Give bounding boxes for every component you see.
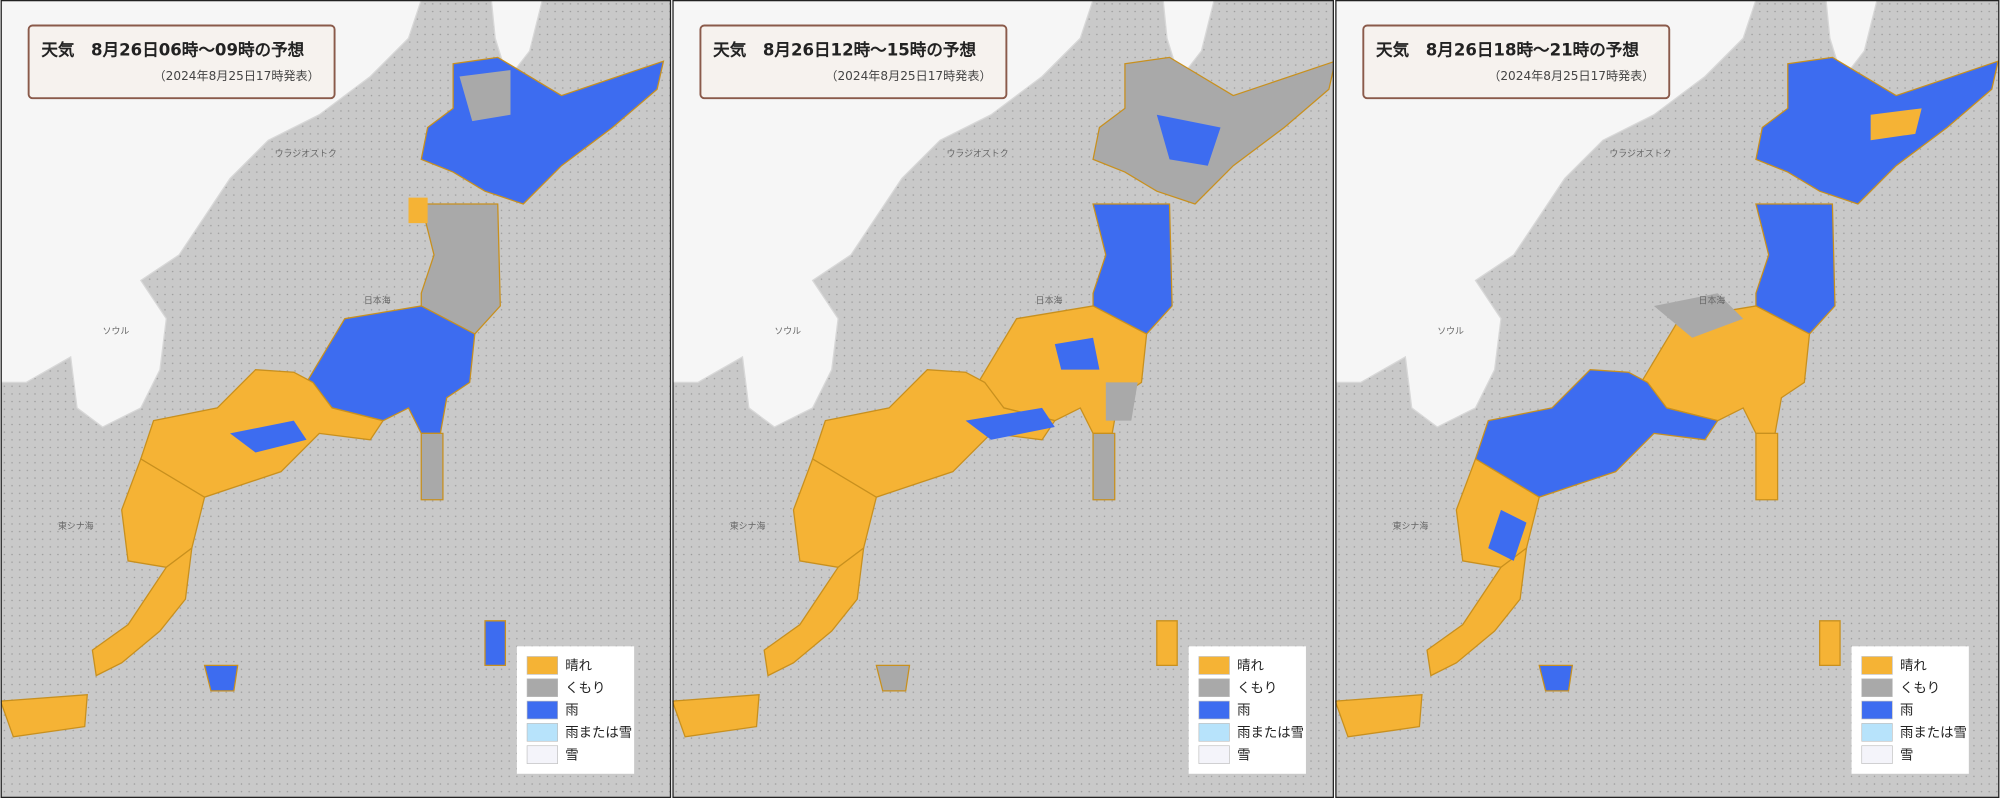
forecast-area [203, 664, 239, 692]
forecast-patch [1105, 382, 1138, 421]
panel-subtitle: （2024年8月25日17時発表） [825, 69, 991, 83]
forecast-area [420, 432, 444, 501]
place-label: 東シナ海 [730, 520, 766, 532]
forecast-area [91, 546, 193, 677]
legend-label: くもり [1237, 680, 1277, 696]
legend-label: 雪 [1900, 747, 1913, 763]
place-label: 東シナ海 [58, 520, 94, 532]
legend-swatch [1198, 745, 1230, 764]
place-label: 日本海 [1036, 294, 1063, 306]
title-box [699, 24, 1008, 100]
panel-subtitle: （2024年8月25日17時発表） [154, 69, 320, 83]
place-label: ソウル [774, 326, 801, 337]
panel-title: 天気 8月26日06時～09時の予想 [41, 39, 304, 59]
legend-label: 雨または雪 [1900, 725, 1967, 741]
forecast-area [1755, 432, 1779, 501]
legend-swatch [526, 678, 558, 697]
legend-label: 晴れ [565, 658, 592, 674]
forecast-patch [1156, 114, 1221, 166]
legend-swatch [1861, 678, 1893, 697]
forecast-patch [1488, 509, 1527, 561]
forecast-area [1156, 620, 1178, 667]
legend-label: 雪 [1237, 747, 1250, 763]
continent [1335, 0, 1757, 428]
panel-frame [672, 0, 1334, 798]
place-label: ソウル [1437, 326, 1464, 337]
forecast-area [1335, 694, 1423, 738]
legend-swatch [1198, 678, 1230, 697]
forecast-patch [1054, 337, 1100, 370]
place-label: 日本海 [364, 294, 391, 306]
legend-swatch [1861, 656, 1893, 675]
legend-label: 雨または雪 [1237, 725, 1304, 741]
forecast-area [1819, 620, 1841, 667]
legend-swatch [1198, 723, 1230, 742]
legend-label: くもり [1900, 680, 1940, 696]
legend-label: くもり [565, 680, 605, 696]
legend-swatch [1861, 700, 1893, 720]
panel-subtitle: （2024年8月25日17時発表） [1488, 69, 1654, 83]
place-label: 日本海 [1699, 294, 1726, 306]
sakhalin [1162, 0, 1215, 81]
forecast-area [763, 546, 865, 677]
panel-title: 天気 8月26日18時～21時の予想 [1376, 39, 1639, 59]
legend-label: 雨 [1900, 704, 1913, 719]
forecast-area [484, 620, 507, 667]
legend-swatch [1198, 700, 1230, 720]
forecast-area [1092, 432, 1116, 501]
legend-label: 雨 [565, 704, 578, 719]
legend-swatch [526, 656, 558, 675]
title-box [27, 24, 336, 100]
legend-label: 雨または雪 [565, 725, 632, 741]
forecast-patch [1653, 293, 1744, 338]
forecast-area [0, 694, 88, 738]
place-label: ウラジオストク [946, 149, 1008, 160]
place-label: ウラジオストク [1609, 149, 1671, 160]
place-label: 東シナ海 [1393, 520, 1429, 532]
place-label: ソウル [103, 326, 130, 337]
forecast-patch [459, 70, 511, 122]
legend-label: 雪 [565, 747, 578, 763]
forecast-area [875, 664, 911, 692]
legend-swatch [526, 700, 558, 720]
legend-swatch [526, 723, 558, 742]
forecast-patch [965, 407, 1055, 440]
forecast-patch [408, 197, 428, 224]
legend-label: 晴れ [1237, 658, 1264, 674]
legend-swatch [1861, 745, 1893, 764]
legend-swatch [526, 745, 558, 764]
sakhalin [490, 0, 544, 81]
forecast-area [672, 694, 760, 738]
legend-swatch [1861, 723, 1893, 742]
legend-swatch [1198, 656, 1230, 675]
forecast-area [1538, 664, 1574, 692]
title-box [1362, 24, 1671, 100]
panel-title: 天気 8月26日12時～15時の予想 [713, 39, 976, 59]
panel-frame [0, 0, 672, 798]
place-label: ウラジオストク [275, 149, 337, 160]
legend-label: 雨 [1237, 704, 1250, 719]
forecast-patch [1870, 108, 1922, 141]
continent [672, 0, 1094, 428]
legend-label: 晴れ [1900, 658, 1927, 674]
sakhalin [1825, 0, 1878, 81]
continent [0, 0, 422, 428]
panel-frame [1335, 0, 2000, 798]
forecast-area [1426, 546, 1528, 677]
